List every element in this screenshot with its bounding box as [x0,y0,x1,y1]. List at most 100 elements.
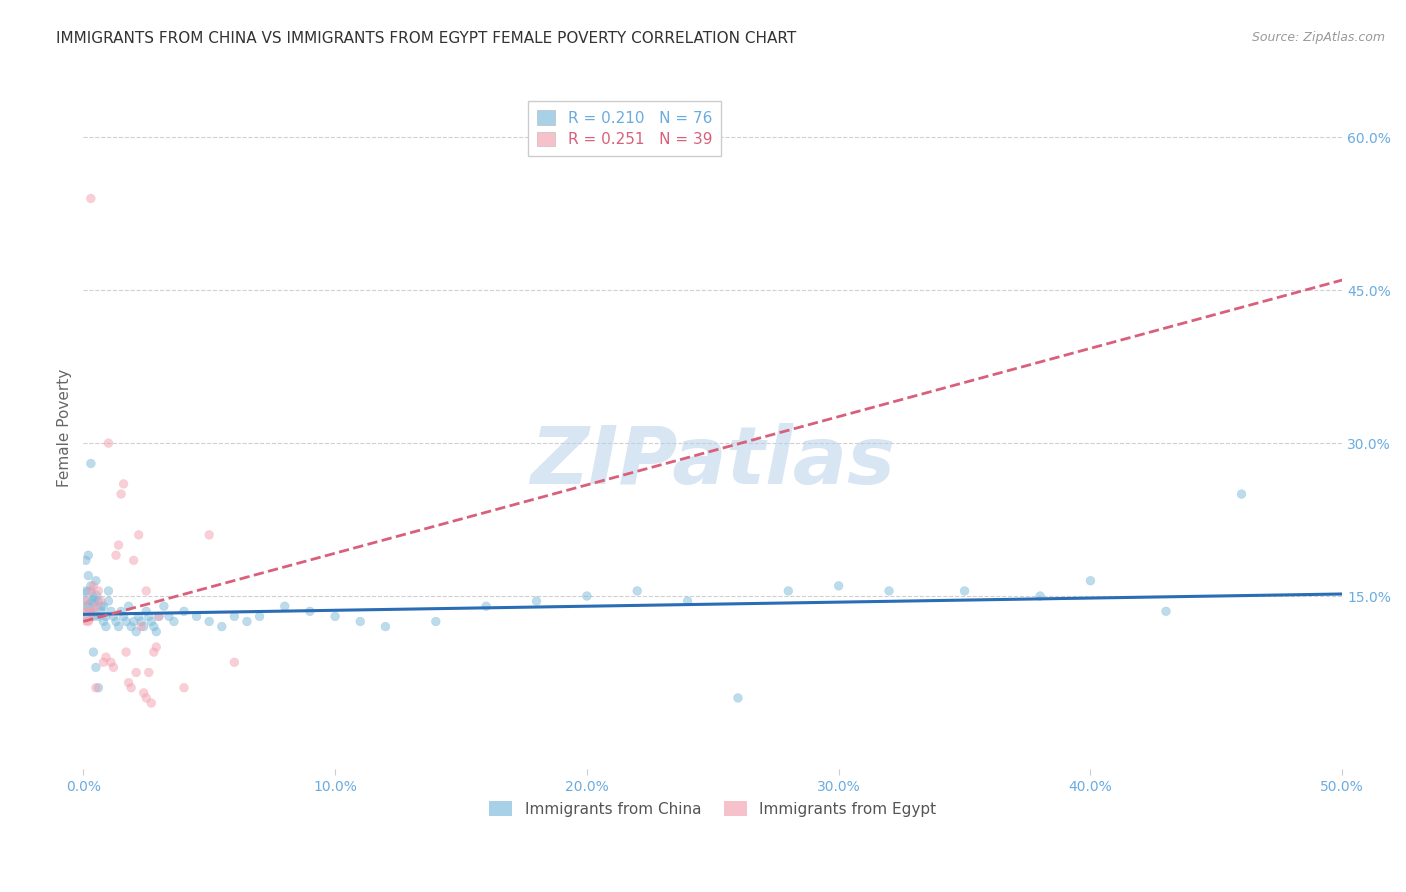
Point [84,589,107,603]
Point [138,609,160,624]
Point [75,609,97,624]
Point [135,583,157,598]
Point [84,599,107,614]
Point [145,640,167,654]
Point [526,594,548,608]
Point [128,609,150,624]
Point [105,548,128,562]
Point [877,583,900,598]
Point [1230,487,1253,501]
Point [84,660,107,674]
Point [198,528,221,542]
Point [129,615,152,629]
Point [141,696,163,710]
Point [77,548,100,562]
Point [80,583,103,598]
Point [105,615,128,629]
Point [298,604,321,618]
Point [103,660,125,674]
Point [211,619,233,633]
Point [142,619,165,633]
Point [1029,589,1052,603]
Point [110,604,132,618]
Point [97,594,120,608]
Point [84,574,107,588]
Point [97,436,120,450]
Point [827,579,849,593]
Point [1080,574,1102,588]
Point [87,609,110,624]
Point [94,619,117,633]
Point [77,604,100,618]
Point [727,690,749,705]
Text: ZIPatlas: ZIPatlas [530,423,896,501]
Point [93,599,115,614]
Y-axis label: Female Poverty: Female Poverty [58,368,72,487]
Point [224,655,246,669]
Point [87,681,110,695]
Point [374,619,396,633]
Point [575,589,598,603]
Point [93,615,115,629]
Point [122,553,145,567]
Point [249,609,271,624]
Legend: Immigrants from China, Immigrants from Egypt: Immigrants from China, Immigrants from E… [484,796,942,823]
Point [1154,604,1177,618]
Point [107,619,129,633]
Point [94,609,117,624]
Point [142,645,165,659]
Point [107,538,129,552]
Point [87,594,110,608]
Point [103,609,125,624]
Point [77,589,100,603]
Point [94,650,117,665]
Point [97,583,120,598]
Point [125,665,148,680]
Point [80,192,103,206]
Point [128,528,150,542]
Point [82,604,104,618]
Point [90,604,112,618]
Point [148,609,170,624]
Point [475,599,498,614]
Point [323,609,346,624]
Point [117,675,139,690]
Point [122,615,145,629]
Point [120,681,142,695]
Point [125,624,148,639]
Point [198,615,221,629]
Point [77,568,100,582]
Point [112,476,135,491]
Point [274,599,297,614]
Point [90,599,112,614]
Point [236,615,259,629]
Point [141,615,163,629]
Point [425,615,447,629]
Point [157,609,180,624]
Point [115,615,138,629]
Point [80,599,103,614]
Text: Source: ZipAtlas.com: Source: ZipAtlas.com [1251,31,1385,45]
Point [112,609,135,624]
Point [84,681,107,695]
Point [75,604,97,618]
Point [676,594,699,608]
Point [129,619,152,633]
Point [138,665,160,680]
Point [135,690,157,705]
Point [100,604,122,618]
Point [132,686,155,700]
Point [186,609,208,624]
Point [82,609,104,624]
Text: IMMIGRANTS FROM CHINA VS IMMIGRANTS FROM EGYPT FEMALE POVERTY CORRELATION CHART: IMMIGRANTS FROM CHINA VS IMMIGRANTS FROM… [56,31,796,46]
Point [148,609,170,624]
Point [173,681,195,695]
Point [75,594,97,608]
Point [115,645,138,659]
Point [626,583,648,598]
Point [82,594,104,608]
Point [224,609,246,624]
Point [82,579,104,593]
Point [77,615,100,629]
Point [110,487,132,501]
